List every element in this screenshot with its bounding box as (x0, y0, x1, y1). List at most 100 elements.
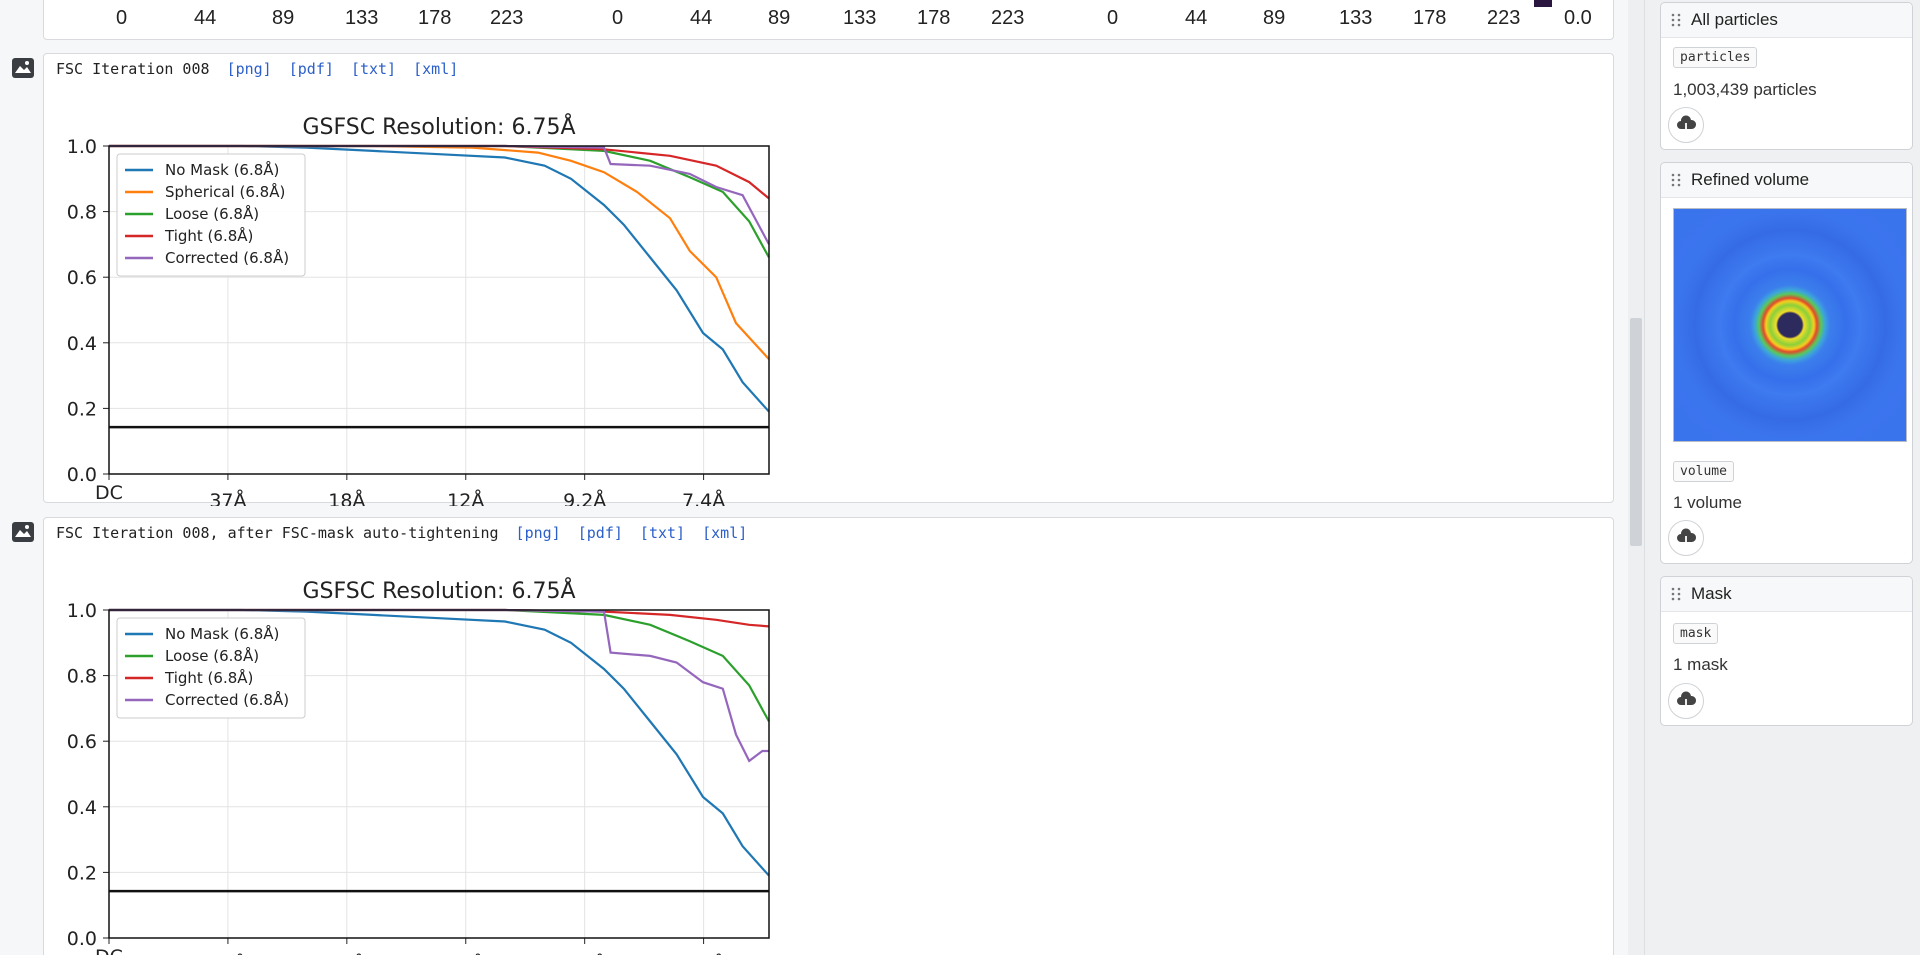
x-tick-label: 7.4Å (682, 953, 725, 955)
axis-tick-label: 44 (194, 7, 217, 29)
y-tick-label: 0.6 (67, 267, 97, 289)
plot-frame (108, 145, 770, 475)
outputs-sidebar: All particles particles 1,003,439 partic… (1644, 0, 1920, 955)
image-icon (12, 522, 34, 542)
chart-title: GSFSC Resolution: 6.75Å (303, 577, 576, 604)
panel-all-particles: All particles particles 1,003,439 partic… (1660, 2, 1913, 150)
image-icon (12, 58, 34, 78)
x-tick-label: 18Å (328, 953, 365, 955)
legend-label: Corrected (6.8Å) (165, 690, 289, 709)
download-button[interactable] (1668, 520, 1704, 556)
cloud-download-icon (1677, 528, 1697, 548)
legend-label: No Mask (6.8Å) (165, 160, 279, 179)
axis-tick-label: 0 (1107, 7, 1119, 29)
download-button[interactable] (1668, 683, 1704, 719)
drag-handle-icon[interactable] (1671, 13, 1681, 27)
panel-refined-volume: Refined volume volume 1 volume (1660, 162, 1913, 564)
cloud-download-icon (1677, 691, 1697, 711)
output-tag: particles (1673, 47, 1758, 68)
y-tick-label: 0.4 (67, 333, 97, 355)
txt-link[interactable]: [txt] (350, 60, 397, 78)
axis-tick-label: 133 (1339, 7, 1373, 29)
x-tick-label: DC (95, 946, 123, 955)
y-tick-label: 0.8 (67, 202, 97, 224)
xml-link[interactable]: [xml] (413, 60, 459, 78)
axis-tick-label: 133 (843, 7, 877, 29)
output-tag: volume (1673, 461, 1734, 482)
axis-tick-label: 44 (1185, 7, 1208, 29)
x-tick-label: DC (95, 482, 123, 504)
fsc-card-1: FSC Iteration 008 [png] [pdf] [txt] [xml… (43, 53, 1614, 506)
x-tick-label: 9.2Å (563, 489, 606, 506)
x-tick-label: 7.4Å (682, 489, 725, 506)
axis-tick-label: 89 (1263, 7, 1286, 29)
legend-label: Spherical (6.8Å) (165, 182, 285, 201)
y-tick-label: 0.0 (67, 928, 97, 950)
axis-tick-label: 44 (690, 7, 713, 29)
axis-tick-label: 223 (1487, 7, 1521, 29)
fsc-chart-2: GSFSC Resolution: 6.75Å DC 37Å 18Å 12Å 9.2Å 7.… (67, 577, 770, 955)
axis-tick-label: 0 (612, 7, 624, 29)
panel-mask: Mask mask 1 mask (1660, 576, 1913, 726)
y-tick-label: 0.4 (67, 797, 97, 819)
legend-box (116, 617, 306, 719)
chart-title: GSFSC Resolution: 6.75Å (303, 113, 576, 140)
axis-tick-label: 89 (768, 7, 791, 29)
x-tick-label: 37Å (209, 489, 246, 506)
scrollbar-thumb[interactable] (1630, 318, 1642, 546)
axis-tick-label: 178 (1413, 7, 1447, 29)
x-tick-label: 37Å (209, 953, 246, 955)
panel-title: Refined volume (1691, 170, 1810, 189)
legend-box (116, 153, 306, 277)
output-count: 1 mask (1673, 655, 1728, 674)
legend-label: Tight (6.8Å) (164, 668, 253, 687)
legend-label: Loose (6.8Å) (165, 204, 259, 223)
axis-tick-label: 178 (917, 7, 951, 29)
y-tick-label: 0.8 (67, 666, 97, 688)
fsc-card-1-header: FSC Iteration 008 [png] [pdf] [txt] [xml… (56, 60, 458, 78)
y-tick-label: 1.0 (67, 600, 97, 622)
drag-handle-icon[interactable] (1671, 173, 1681, 187)
x-tick-label: 12Å (447, 953, 484, 955)
y-tick-label: 0.2 (67, 398, 97, 420)
x-tick-label: 9.2Å (563, 953, 606, 955)
panel-title: All particles (1691, 10, 1778, 29)
y-tick-label: 0.2 (67, 862, 97, 884)
legend-label: Corrected (6.8Å) (165, 248, 289, 267)
volume-preview-image[interactable] (1673, 208, 1907, 442)
x-tick-label: 18Å (328, 489, 365, 506)
colorbar-swatch (1534, 0, 1552, 7)
axis-tick-label: 89 (272, 7, 295, 29)
download-button[interactable] (1668, 107, 1704, 143)
xml-link[interactable]: [xml] (702, 524, 748, 542)
axis-tick-label: 0.0 (1564, 7, 1592, 29)
axis-strip: 0 44 89 133 178 223 0 44 89 133 178 223 0 44 89 133 178 2… (43, 0, 1614, 40)
y-tick-label: 0.0 (67, 464, 97, 486)
legend-label: No Mask (6.8Å) (165, 624, 279, 643)
drag-handle-icon[interactable] (1671, 587, 1681, 601)
plot-frame (108, 609, 770, 939)
fsc-card-2-title: FSC Iteration 008, after FSC-mask auto-t… (56, 524, 499, 542)
axis-tick-label: 178 (418, 7, 452, 29)
png-link[interactable]: [png] (226, 60, 272, 78)
output-tag: mask (1673, 623, 1719, 644)
axis-tick-label: 0 (116, 7, 128, 29)
txt-link[interactable]: [txt] (639, 524, 686, 542)
panel-header[interactable]: Mask (1661, 577, 1912, 612)
pdf-link[interactable]: [pdf] (577, 524, 623, 542)
legend-label: Tight (6.8Å) (164, 226, 253, 245)
output-count: 1,003,439 particles (1673, 80, 1817, 99)
y-tick-label: 1.0 (67, 136, 97, 158)
pdf-link[interactable]: [pdf] (288, 60, 334, 78)
panel-header[interactable]: All particles (1661, 3, 1912, 38)
main-content: 0 44 89 133 178 223 0 44 89 133 178 223 0 44 89 133 178 2… (12, 0, 1614, 955)
panel-title: Mask (1691, 584, 1732, 603)
output-count: 1 volume (1673, 493, 1742, 512)
axis-tick-label: 133 (345, 7, 379, 29)
axis-tick-label: 223 (991, 7, 1025, 29)
fsc-chart-1: GSFSC Resolution: 6.75Å DC 37Å 18Å 12Å 9.2Å 7.… (67, 113, 770, 506)
panel-header[interactable]: Refined volume (1661, 163, 1912, 198)
fsc-card-2-header: FSC Iteration 008, after FSC-mask auto-t… (56, 524, 747, 542)
png-link[interactable]: [png] (515, 524, 561, 542)
y-tick-label: 0.6 (67, 731, 97, 753)
